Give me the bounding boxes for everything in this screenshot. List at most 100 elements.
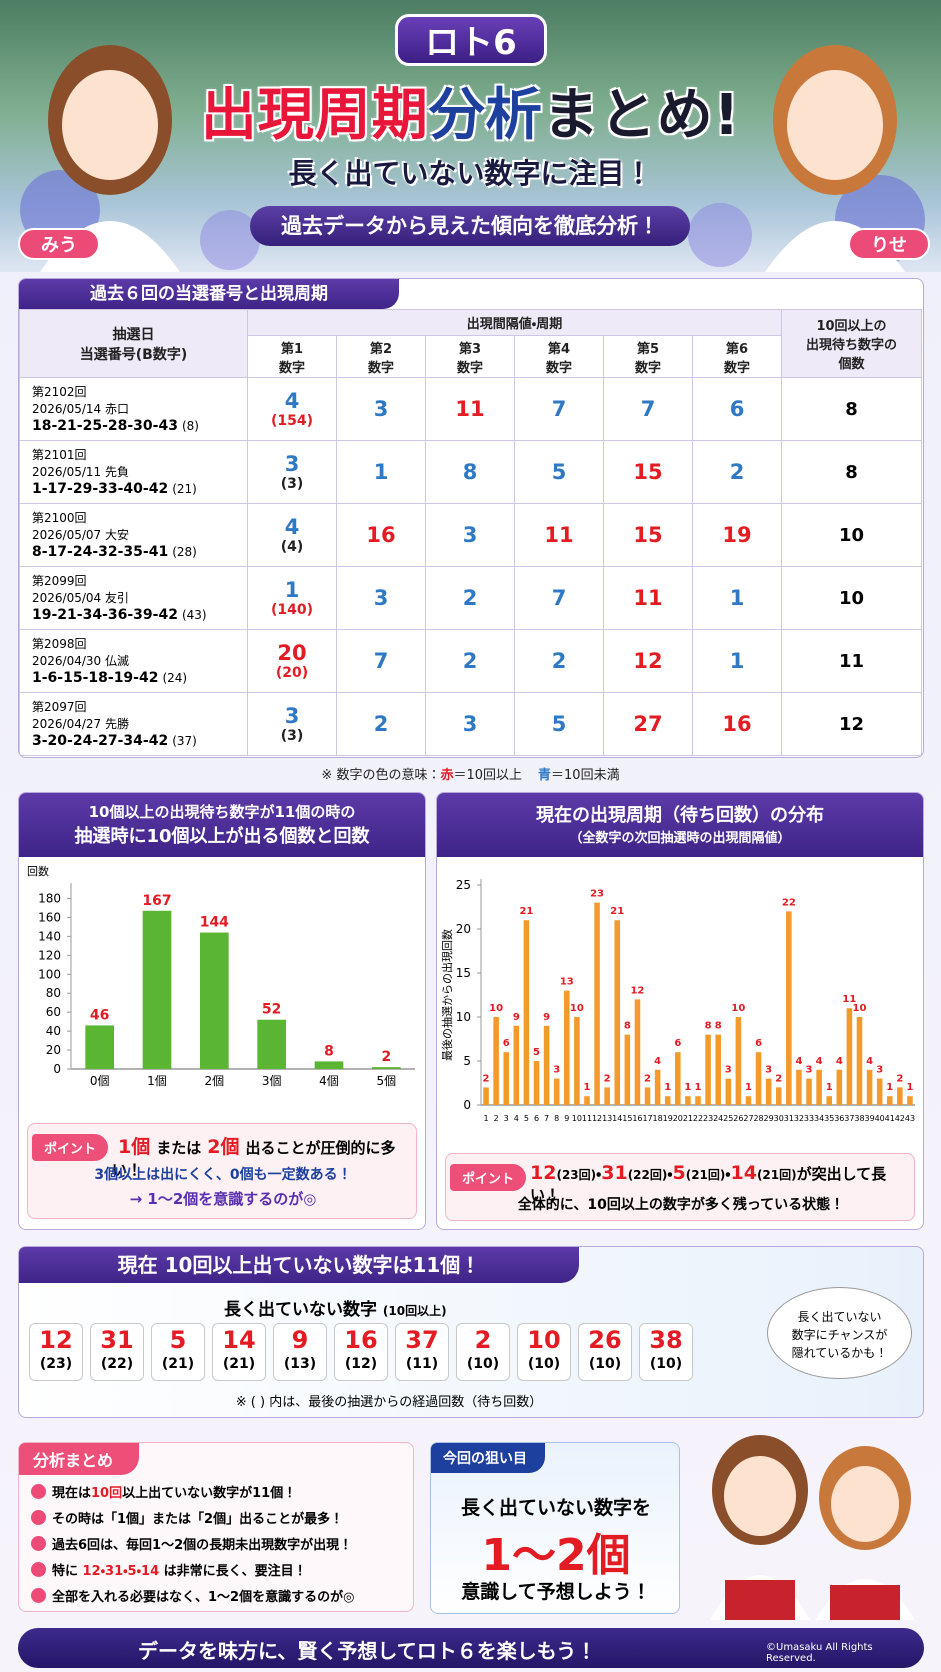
draw-cell: 第2098回 2026/04/30 仏滅 1-6-15-18-19-42 (24) (19, 629, 248, 693)
y-axis-label: 最後の抽選からの出現回数 (440, 929, 454, 1061)
value-label: 1 (664, 1082, 671, 1093)
value-label: 21 (610, 906, 624, 917)
x-tick-label: 31 (784, 1114, 794, 1123)
title-part: 出現周期 (200, 83, 429, 148)
target-tag: 今回の狙い目 (431, 1443, 545, 1473)
target-panel: 今回の狙い目 長く出ていない数字を 1～2個 意識して予想しよう！ (430, 1442, 680, 1614)
bar (876, 1078, 883, 1105)
y-tick-label: 100 (38, 967, 61, 981)
table-panel: 過去６回の当選番号と出現周期 抽選日 当選番号(B数字) 出現間隔値・周期 10回以… (18, 278, 924, 758)
x-tick-label: 1個 (147, 1074, 167, 1088)
value-label: 21 (519, 906, 533, 917)
value-label: 1 (906, 1082, 913, 1093)
draw-date: 2026/04/30 仏滅 (32, 653, 129, 668)
x-tick-label: 37 (844, 1114, 854, 1123)
bar (725, 1078, 732, 1105)
value-label: 3 (725, 1065, 732, 1076)
interval: 16 (722, 712, 752, 736)
interval: 7 (551, 397, 567, 421)
note-part: 青 (538, 768, 552, 783)
y-tick-label: 10 (456, 1010, 471, 1024)
numbers: 1-6-15-18-19-42 (32, 669, 159, 686)
value-label: 3 (876, 1065, 883, 1076)
value-label: 9 (543, 1012, 550, 1023)
interval-cell: 11 (603, 566, 693, 630)
waiting-label: 長く出ていない数字 (10回以上) (224, 1295, 447, 1320)
x-tick-label: 38 (854, 1114, 864, 1123)
value-label: 8 (324, 1043, 334, 1059)
interval-cell: 3 (3) (247, 692, 337, 756)
x-tick-label: 24 (713, 1114, 723, 1123)
chart-subtitle: 抽選時に10個以上が出る個数と回数 (74, 826, 370, 847)
value-label: 4 (795, 1056, 802, 1067)
interval-cell: 7 (336, 629, 426, 693)
x-tick-label: 4個 (319, 1074, 339, 1088)
y-tick-label: 40 (46, 1024, 61, 1038)
interval-cell: 5 (514, 440, 604, 504)
header-cell: 抽選日 当選番号(B数字) (19, 309, 248, 378)
x-tick-label: 0個 (90, 1074, 110, 1088)
bar (826, 1096, 832, 1105)
interval: 1 (284, 578, 300, 602)
bar (503, 1052, 510, 1105)
bar (614, 920, 621, 1105)
check-icon (31, 1484, 46, 1499)
x-tick-label: 28 (753, 1114, 763, 1123)
interval-cell: 2 (514, 629, 604, 693)
y-tick-label: 5 (463, 1054, 471, 1068)
y-tick-label: 120 (38, 948, 61, 962)
point-part: 出ることが圧倒的に多い！ (112, 1139, 396, 1179)
number-card: 38 (10) (639, 1323, 693, 1381)
header-cell: 第1 数字 (247, 335, 337, 378)
bar (493, 1017, 499, 1105)
x-tick-label: 39 (864, 1114, 874, 1123)
value-label: 8 (705, 1021, 712, 1032)
interval: 3 (284, 704, 300, 728)
interval: 1 (373, 460, 389, 484)
number: 26 (588, 1326, 622, 1354)
bonus: (28) (172, 544, 197, 559)
wait: (22) (100, 1356, 134, 1372)
count-cell: 8 (781, 377, 922, 441)
note-part: 赤 (440, 768, 454, 783)
x-tick-label: 14 (612, 1114, 622, 1123)
bar (775, 1087, 782, 1105)
interval: 3 (462, 712, 478, 736)
bonus: (8) (181, 418, 199, 433)
value-label: 6 (503, 1038, 510, 1049)
chart-panel: 現在の出現周期（待ち回数）の分布 （全数字の次回抽選時の出現間隔値） 最後の抽選… (436, 792, 924, 1230)
header-cell: 第6 数字 (692, 335, 782, 378)
interval: 2 (462, 586, 478, 610)
interval: 5 (551, 460, 567, 484)
value-label: 167 (142, 893, 171, 909)
wait: (11) (405, 1356, 439, 1372)
interval-cell: 7 (603, 377, 693, 441)
wait: (21) (161, 1356, 195, 1372)
point-line: 全体的に、10回以上の数字が多く残っている状態！ (517, 1197, 845, 1213)
x-tick-label: 29 (764, 1114, 774, 1123)
interval-cell: 16 (692, 692, 782, 756)
header-cell: 第3 数字 (425, 335, 515, 378)
point-part: 14 (730, 1162, 757, 1184)
interval: 11 (455, 397, 485, 421)
bar (604, 1087, 610, 1105)
value-label: 23 (590, 889, 604, 900)
interval: 2 (462, 649, 478, 673)
summary-panel: 分析まとめ 現在は10回以上出ていない数字が11個！ その時は「1個」または「2個… (18, 1442, 414, 1612)
x-tick-label: 2 (494, 1114, 499, 1123)
draw-numbers: 3-20-24-27-34-42 (37) (32, 733, 247, 750)
y-tick-label: 0 (463, 1098, 471, 1112)
subtitle: 長く出ていない数字に注目！ (288, 157, 653, 190)
bar (594, 902, 600, 1105)
bar (634, 999, 641, 1105)
title-part: まとめ! (542, 83, 741, 148)
count-cell: 11 (781, 629, 922, 693)
value-label: 3 (806, 1065, 813, 1076)
bar (735, 1017, 742, 1105)
value-label: 10 (570, 1003, 584, 1014)
draw-date: 2026/05/11 先負 (32, 464, 129, 479)
interval: 15 (633, 523, 663, 547)
point-box: ポイント 12(23回)・31(22回)・5(21回)・14(21回)が突出して… (445, 1153, 915, 1221)
interval-sub: (3) (280, 476, 304, 492)
label-note: (10回以上) (382, 1304, 447, 1318)
